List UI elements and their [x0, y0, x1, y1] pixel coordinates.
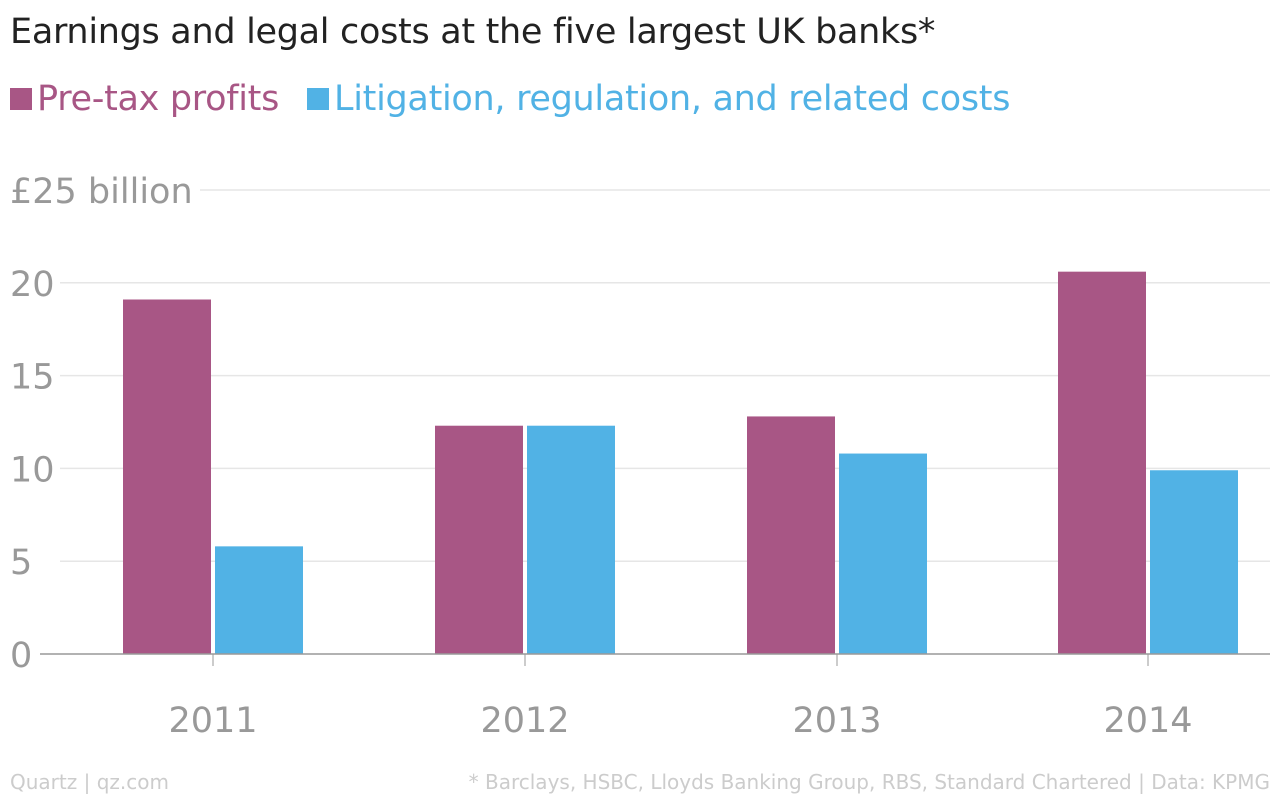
chart-title: Earnings and legal costs at the five lar… [10, 12, 936, 52]
bar-profits-2013 [747, 416, 835, 654]
legend-label-litigation: Litigation, regulation, and related cost… [334, 79, 1011, 119]
bar-litigation-2011 [215, 546, 303, 654]
bar-litigation-2012 [527, 425, 615, 654]
bar-litigation-2014 [1150, 470, 1238, 654]
y-tick-label-15: 15 [10, 358, 55, 398]
y-tick-label-0: 0 [10, 636, 32, 676]
y-tick-label-10: 10 [10, 450, 55, 490]
x-tick-label-2011: 2011 [168, 701, 257, 741]
legend-label-profits: Pre-tax profits [37, 79, 280, 119]
bar-profits-2012 [435, 425, 523, 654]
bar-profits-2011 [123, 299, 211, 654]
legend-item-profits: Pre-tax profits [10, 79, 279, 119]
x-tick-label-2013: 2013 [792, 701, 881, 741]
footer-credit: Quartz | qz.com [10, 770, 169, 794]
bar-litigation-2013 [839, 453, 927, 654]
legend-item-litigation: Litigation, regulation, and related cost… [307, 79, 1010, 119]
y-tick-label-25: £25 billion [10, 172, 193, 212]
x-tick-label-2012: 2012 [480, 701, 569, 741]
bar-profits-2014 [1058, 271, 1146, 654]
y-tick-label-5: 5 [10, 543, 32, 583]
legend: Pre-tax profits Litigation, regulation, … [10, 76, 1038, 122]
y-tick-label-20: 20 [10, 265, 55, 305]
legend-swatch-profits [10, 88, 32, 110]
footer-source: * Barclays, HSBC, Lloyds Banking Group, … [468, 770, 1270, 794]
legend-swatch-litigation [307, 88, 330, 110]
x-tick-label-2014: 2014 [1103, 701, 1192, 741]
